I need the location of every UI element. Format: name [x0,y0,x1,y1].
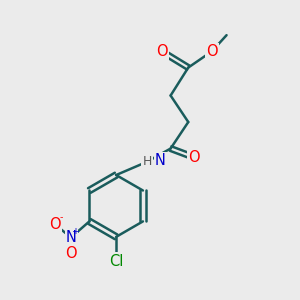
Text: Cl: Cl [109,254,123,268]
Text: O: O [49,217,61,232]
Text: O: O [156,44,168,59]
Text: +: + [72,226,80,236]
Text: N: N [155,153,166,168]
Text: N: N [66,230,76,245]
Text: -: - [59,213,62,222]
Text: O: O [206,44,218,59]
Text: O: O [65,246,77,261]
Text: H: H [142,155,152,168]
Text: O: O [188,150,200,165]
